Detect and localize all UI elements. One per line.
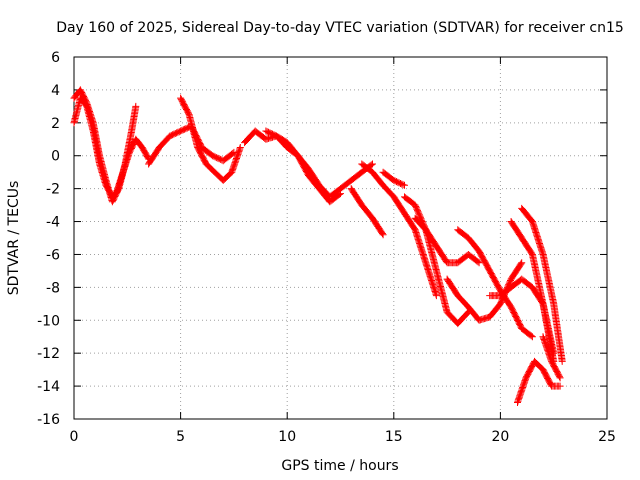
series-arc-main-13: [454, 226, 536, 341]
data-marker-track: [347, 185, 387, 239]
data-marker-track: [514, 357, 564, 406]
y-tick-label: -8: [46, 280, 60, 296]
y-tick-label: -10: [37, 313, 60, 329]
x-axis-label: GPS time / hours: [281, 458, 398, 474]
data-marker-track: [358, 160, 440, 300]
x-tick-label: 0: [70, 429, 79, 445]
x-tick-label: 20: [491, 429, 509, 445]
data-marker-track: [379, 168, 408, 189]
series-arc-main-12: [443, 259, 526, 324]
series-arc-main-15: [507, 218, 558, 365]
y-tick-label: -6: [46, 247, 60, 263]
data-marker-track: [507, 218, 558, 365]
y-tick-label: -12: [37, 346, 60, 362]
y-tick-label: -16: [37, 412, 60, 428]
x-tick-label: 15: [385, 429, 403, 445]
series-arc-main-6: [262, 127, 344, 206]
y-tick-label: -4: [46, 215, 60, 231]
y-tick-label: 4: [51, 83, 60, 99]
y-tick-label: -14: [37, 379, 60, 395]
data-marker-track: [177, 94, 244, 184]
data-marker-track: [454, 226, 536, 341]
data-marker-track: [70, 94, 153, 201]
x-tick-label: 25: [598, 429, 616, 445]
y-tick-label: 2: [51, 116, 60, 132]
y-tick-label: -2: [46, 182, 60, 198]
series-arc-main-2: [70, 86, 140, 206]
data-marker-track: [443, 259, 526, 324]
series-arc-main-1: [70, 94, 153, 201]
data-marker-track: [241, 127, 376, 201]
data-points: [70, 86, 566, 406]
data-marker-track: [518, 204, 566, 365]
y-axis-label: SDTVAR / TECUs: [6, 181, 22, 296]
series-arc-main-9: [379, 168, 408, 189]
data-marker-track: [70, 86, 140, 206]
series-arc-main-4: [177, 94, 244, 184]
chart-title: Day 160 of 2025, Sidereal Day-to-day VTE…: [56, 20, 624, 36]
series-arc-main-18: [539, 333, 564, 382]
plot-frame: [73, 56, 608, 420]
axis-ticks: 0 5 10 15 20 25 -16 -14 -12 -10 -8 -6 -4 -2 0 2 4 6: [37, 50, 616, 445]
x-tick-label: 5: [176, 429, 185, 445]
data-marker-track: [411, 214, 483, 267]
data-marker-track: [539, 333, 564, 382]
series-arc-main-16: [518, 204, 566, 365]
series-arc-main-17: [514, 357, 564, 406]
series-arc-main-8: [358, 160, 440, 300]
y-tick-label: 6: [51, 50, 60, 66]
series-arc-main-11: [411, 214, 483, 267]
series-arc-main-5: [241, 127, 376, 201]
data-marker-track: [262, 127, 344, 206]
y-tick-label: 0: [51, 149, 60, 165]
grid-lines: [74, 57, 607, 419]
series-arc-main-7: [347, 185, 387, 239]
x-tick-label: 10: [278, 429, 296, 445]
